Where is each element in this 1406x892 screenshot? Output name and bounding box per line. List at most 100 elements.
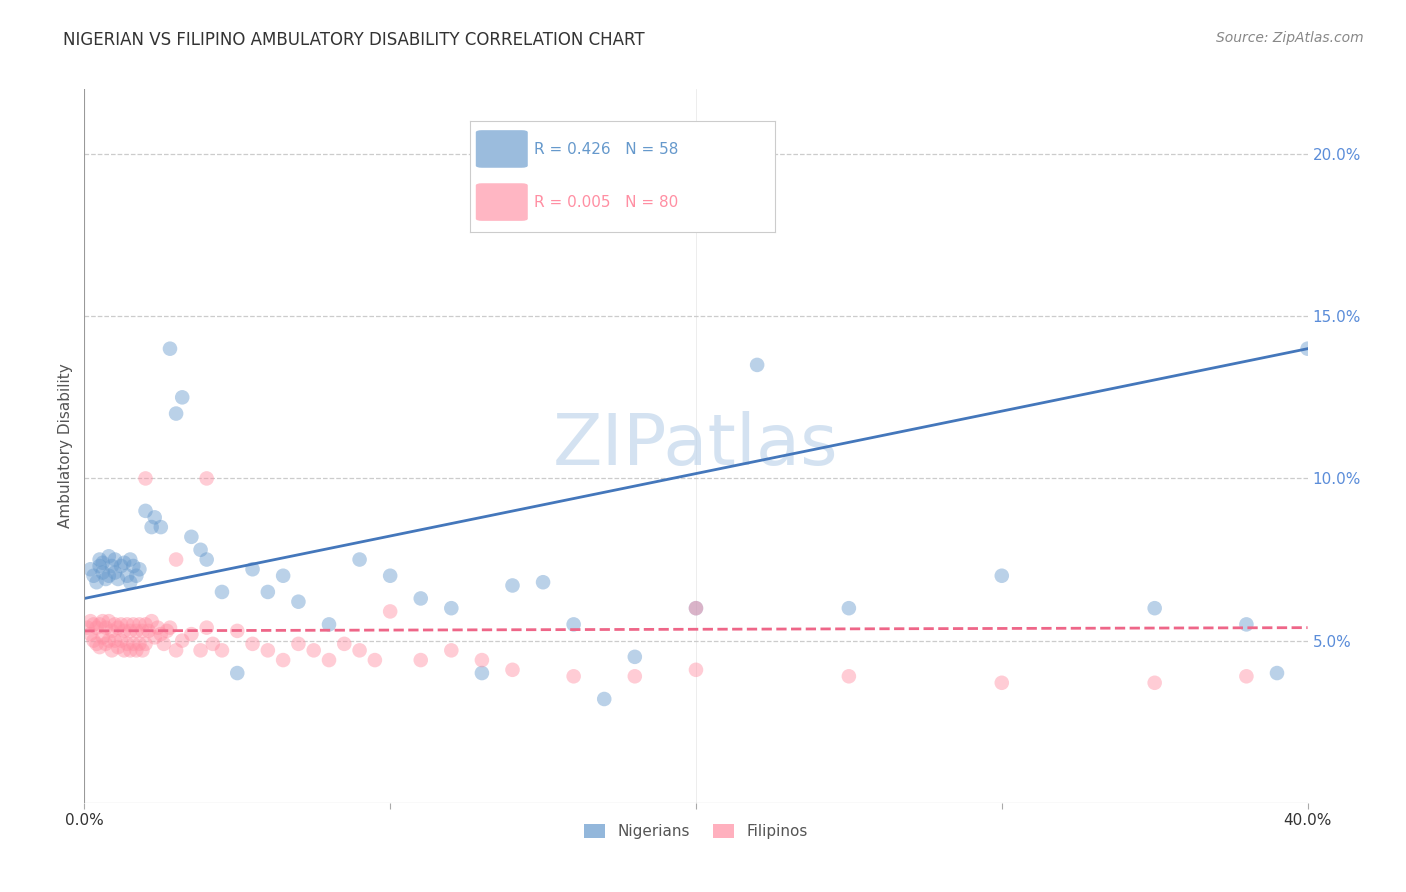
Point bbox=[287, 595, 309, 609]
Point bbox=[685, 601, 707, 615]
Point bbox=[991, 675, 1014, 690]
Point bbox=[128, 637, 150, 651]
Point bbox=[83, 633, 105, 648]
Point bbox=[122, 637, 145, 651]
Point bbox=[440, 601, 463, 615]
Point bbox=[502, 663, 524, 677]
Point bbox=[120, 575, 142, 590]
Point bbox=[1236, 669, 1258, 683]
Point bbox=[471, 653, 494, 667]
Point bbox=[125, 643, 148, 657]
Point bbox=[1296, 342, 1319, 356]
Point bbox=[89, 559, 111, 574]
Point bbox=[143, 510, 166, 524]
Point bbox=[562, 617, 585, 632]
Point bbox=[409, 591, 432, 606]
Point bbox=[112, 643, 135, 657]
Point bbox=[180, 627, 202, 641]
Point bbox=[91, 556, 114, 570]
Point bbox=[165, 643, 187, 657]
Point bbox=[97, 568, 120, 582]
Point bbox=[257, 585, 280, 599]
Point bbox=[101, 643, 124, 657]
Point bbox=[104, 566, 127, 580]
Point bbox=[138, 624, 160, 638]
Point bbox=[180, 530, 202, 544]
Point bbox=[110, 559, 132, 574]
Point bbox=[101, 624, 124, 638]
Point bbox=[120, 552, 142, 566]
Point bbox=[125, 568, 148, 582]
Point bbox=[257, 643, 280, 657]
Point bbox=[91, 631, 114, 645]
Point bbox=[593, 692, 616, 706]
Point bbox=[287, 637, 309, 651]
Point bbox=[112, 556, 135, 570]
Point bbox=[318, 617, 340, 632]
Text: NIGERIAN VS FILIPINO AMBULATORY DISABILITY CORRELATION CHART: NIGERIAN VS FILIPINO AMBULATORY DISABILI… bbox=[63, 31, 645, 49]
Point bbox=[838, 669, 860, 683]
Point bbox=[79, 614, 101, 628]
Point bbox=[128, 562, 150, 576]
Point bbox=[747, 358, 769, 372]
Point bbox=[440, 643, 463, 657]
Point bbox=[131, 624, 153, 638]
Point bbox=[201, 637, 224, 651]
Y-axis label: Ambulatory Disability: Ambulatory Disability bbox=[58, 364, 73, 528]
Point bbox=[190, 542, 212, 557]
Point bbox=[97, 614, 120, 628]
Point bbox=[685, 663, 707, 677]
Point bbox=[122, 559, 145, 574]
Point bbox=[86, 621, 108, 635]
Point bbox=[131, 643, 153, 657]
Point bbox=[195, 471, 218, 485]
Point bbox=[104, 633, 127, 648]
Point bbox=[86, 637, 108, 651]
Point bbox=[89, 552, 111, 566]
Point bbox=[141, 614, 163, 628]
Point bbox=[125, 624, 148, 638]
Point bbox=[172, 390, 194, 404]
Point bbox=[110, 617, 132, 632]
Point bbox=[115, 617, 138, 632]
Point bbox=[211, 643, 233, 657]
Point bbox=[562, 669, 585, 683]
Point bbox=[302, 643, 325, 657]
Point bbox=[159, 342, 181, 356]
Point bbox=[79, 562, 101, 576]
Point bbox=[86, 575, 108, 590]
Point bbox=[89, 617, 111, 632]
Point bbox=[91, 566, 114, 580]
Point bbox=[172, 633, 194, 648]
Point bbox=[104, 552, 127, 566]
Point bbox=[195, 552, 218, 566]
Point bbox=[110, 633, 132, 648]
Point bbox=[94, 621, 117, 635]
Point bbox=[165, 407, 187, 421]
Point bbox=[1265, 666, 1288, 681]
Point bbox=[991, 568, 1014, 582]
Point bbox=[211, 585, 233, 599]
Point bbox=[97, 633, 120, 648]
Point bbox=[101, 559, 124, 574]
Point bbox=[380, 604, 402, 618]
Point bbox=[271, 653, 294, 667]
Point bbox=[1236, 617, 1258, 632]
Point bbox=[624, 669, 647, 683]
Point bbox=[91, 614, 114, 628]
Point bbox=[135, 637, 157, 651]
Point bbox=[83, 617, 105, 632]
Point bbox=[624, 649, 647, 664]
Point bbox=[146, 621, 169, 635]
Point bbox=[76, 621, 98, 635]
Point bbox=[149, 627, 172, 641]
Point bbox=[838, 601, 860, 615]
Point bbox=[409, 653, 432, 667]
Point bbox=[165, 552, 187, 566]
Point bbox=[89, 640, 111, 654]
Point bbox=[531, 575, 554, 590]
Point bbox=[94, 637, 117, 651]
Point bbox=[364, 653, 387, 667]
Point bbox=[242, 637, 264, 651]
Point bbox=[94, 572, 117, 586]
